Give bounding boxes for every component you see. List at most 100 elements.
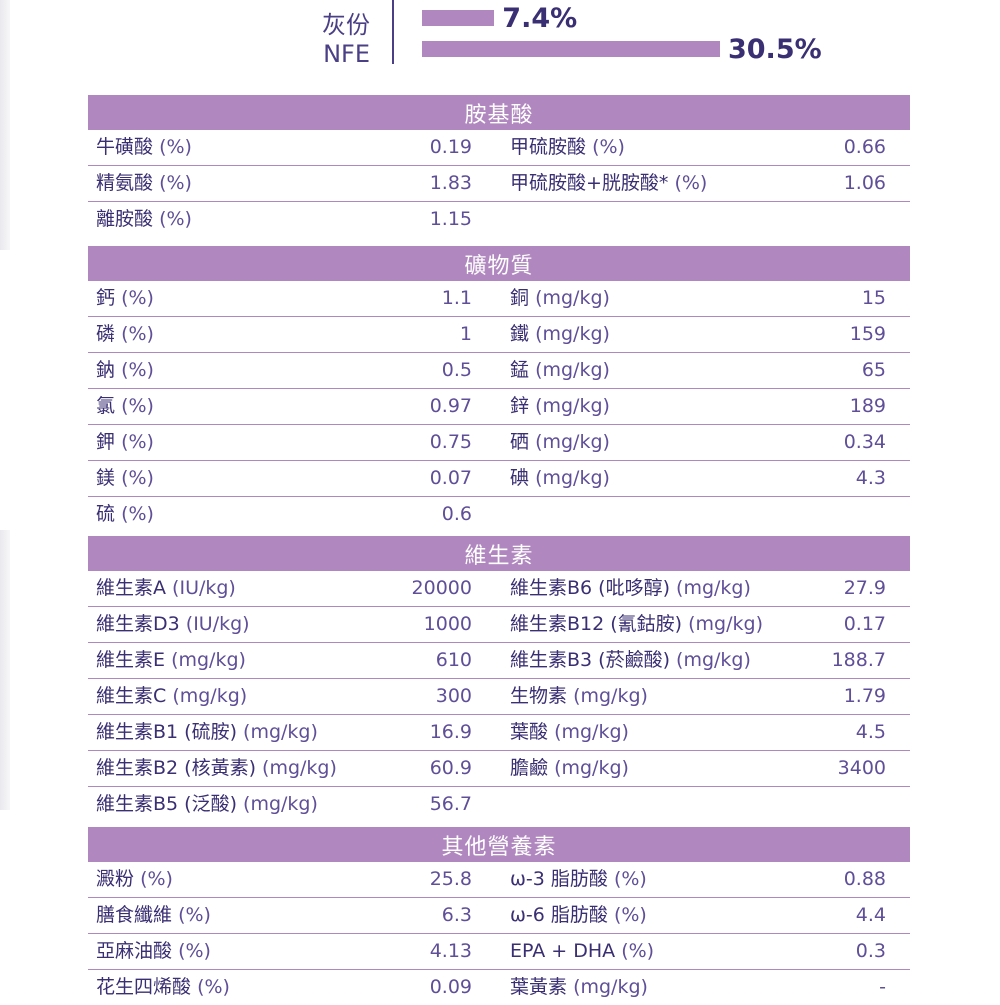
nutrient-value: 0.34 <box>843 431 886 453</box>
nutrient-name: 鉀 <box>96 431 116 453</box>
nutrient-value: 1.06 <box>843 172 886 194</box>
nutrient-unit: (mg/kg) <box>688 613 763 635</box>
nutrient-value: 0.17 <box>843 613 886 635</box>
nutrient-name: 維生素C <box>96 685 167 707</box>
nutrient-value: 1.15 <box>429 208 472 230</box>
table-row: 鈣 (%) 1.1 銅 (mg/kg) 15 <box>88 281 910 317</box>
nutrient-name: 離胺酸 <box>96 208 154 230</box>
nutrient-name: 葉黃素 <box>510 976 568 998</box>
table-row: 維生素B5 (泛酸) (mg/kg) 56.7 <box>88 787 910 822</box>
nutrient-unit: (IU/kg) <box>185 613 250 635</box>
nutrient-name: 甲硫胺酸+胱胺酸* <box>510 172 669 194</box>
nutrient-unit: (mg/kg) <box>535 467 610 489</box>
nutrient-unit: (%) <box>121 395 154 417</box>
nutrient-unit: (mg/kg) <box>573 685 648 707</box>
nutrient-value: 0.07 <box>429 467 472 489</box>
section-title: 胺基酸 <box>88 95 910 130</box>
nutrient-name: 氯 <box>96 395 116 417</box>
nutrient-value: 0.09 <box>429 976 472 998</box>
table-row: 維生素A (IU/kg) 20000 維生素B6 (吡哆醇) (mg/kg) 2… <box>88 571 910 607</box>
nutrient-value: 300 <box>435 685 472 707</box>
nutrient-unit: (%) <box>674 172 708 194</box>
nutrient-value: 4.3 <box>855 467 886 489</box>
table-row: 鈉 (%) 0.5 錳 (mg/kg) 65 <box>88 353 910 389</box>
nutrient-value: 0.75 <box>429 431 472 453</box>
section-title: 其他營養素 <box>88 827 910 862</box>
nutrient-name: 硫 <box>96 503 116 525</box>
nutrient-name: 膳食纖維 <box>96 904 173 926</box>
nutrient-value: 1 <box>459 323 472 345</box>
nutrient-unit: (mg/kg) <box>676 649 751 671</box>
table-row: 精氨酸 (%) 1.83 甲硫胺酸+胱胺酸* (%) 1.06 <box>88 166 910 202</box>
nutrient-unit: (%) <box>121 431 154 453</box>
nutrient-value: 610 <box>435 649 472 671</box>
nutrient-unit: (%) <box>121 503 154 525</box>
nutrient-unit: (%) <box>159 172 192 194</box>
nutrient-value: 4.5 <box>855 721 886 743</box>
nutrient-name: 膽鹼 <box>510 757 549 779</box>
bar-divider <box>392 0 394 64</box>
nfe-label: NFE <box>323 40 370 68</box>
nutrient-unit: (mg/kg) <box>535 395 610 417</box>
nutrient-unit: (%) <box>140 868 173 890</box>
nutrient-unit: (%) <box>621 940 655 962</box>
other-nutrients-section: 其他營養素 澱粉 (%) 25.8 ω-3 脂肪酸 (%) 0.88 膳食纖維 … <box>88 827 910 1005</box>
nutrient-name: 維生素A <box>96 577 166 599</box>
nutrient-name: 鎂 <box>96 467 116 489</box>
nutrient-name: 精氨酸 <box>96 172 154 194</box>
nutrient-name: 鈣 <box>96 287 116 309</box>
ash-bar <box>422 10 495 26</box>
ash-value: 7.4% <box>502 3 578 34</box>
nutrient-unit: (mg/kg) <box>535 359 610 381</box>
nutrient-value: 6.3 <box>441 904 472 926</box>
nutrient-value: 0.6 <box>441 503 472 525</box>
nutrient-value: 1.1 <box>441 287 472 309</box>
nutrient-value: 0.88 <box>843 868 886 890</box>
ash-label: 灰份 <box>322 11 370 39</box>
nutrient-name: 鋅 <box>510 395 530 417</box>
nutrient-name: 維生素B1 (硫胺) <box>96 721 237 743</box>
nutrient-name: 硒 <box>510 431 530 453</box>
table-row: 維生素B1 (硫胺) (mg/kg) 16.9 葉酸 (mg/kg) 4.5 <box>88 715 910 751</box>
nutrient-name: EPA + DHA <box>510 940 616 962</box>
nutrient-name: 維生素B5 (泛酸) <box>96 793 237 815</box>
nutrient-value: 3400 <box>837 757 886 779</box>
nutrient-value: - <box>879 976 886 998</box>
nutrient-unit: (%) <box>121 467 154 489</box>
nutrient-unit: (mg/kg) <box>172 685 248 707</box>
vitamins-section: 維生素 維生素A (IU/kg) 20000 維生素B6 (吡哆醇) (mg/k… <box>88 536 910 822</box>
nfe-value: 30.5% <box>727 34 822 65</box>
section-title: 礦物質 <box>88 246 910 281</box>
nutrient-unit: (mg/kg) <box>554 721 629 743</box>
nutrient-value: 188.7 <box>831 649 886 671</box>
table-row: 維生素C (mg/kg) 300 生物素 (mg/kg) 1.79 <box>88 679 910 715</box>
nutrient-value: 0.3 <box>855 940 886 962</box>
table-row: 鉀 (%) 0.75 硒 (mg/kg) 0.34 <box>88 425 910 461</box>
nutrient-value: 159 <box>849 323 886 345</box>
nutrient-name: 亞麻油酸 <box>96 940 173 962</box>
nutrient-unit: (%) <box>121 359 154 381</box>
table-row: 澱粉 (%) 25.8 ω-3 脂肪酸 (%) 0.88 <box>88 862 910 898</box>
minerals-section: 礦物質 鈣 (%) 1.1 銅 (mg/kg) 15 磷 (%) 1 鐵 (mg… <box>88 246 910 532</box>
nutrient-name: 維生素B3 (菸鹼酸) <box>510 649 670 671</box>
nutrient-unit: (%) <box>197 976 230 998</box>
side-band-bottom <box>0 530 10 810</box>
nutrient-name: 甲硫胺酸 <box>510 136 587 158</box>
nutrient-value: 16.9 <box>429 721 472 743</box>
nutrient-name: 澱粉 <box>96 868 135 890</box>
nutrient-unit: (%) <box>592 136 625 158</box>
nutrient-value: 4.13 <box>429 940 472 962</box>
nutrient-unit: (%) <box>613 868 647 890</box>
nutrient-value: 60.9 <box>429 757 472 779</box>
nutrient-name: 維生素B6 (吡哆醇) <box>510 577 670 599</box>
nutrient-value: 4.4 <box>855 904 886 926</box>
table-row: 離胺酸 (%) 1.15 <box>88 202 910 237</box>
table-row: 磷 (%) 1 鐵 (mg/kg) 159 <box>88 317 910 353</box>
nutrient-name: ω-6 脂肪酸 <box>510 904 608 926</box>
nutrient-value: 25.8 <box>429 868 472 890</box>
nutrient-name: 鈉 <box>96 359 116 381</box>
nutrient-unit: (mg/kg) <box>554 757 629 779</box>
nutrient-unit: (mg/kg) <box>535 431 610 453</box>
nutrient-value: 0.19 <box>429 136 472 158</box>
nutrient-name: 錳 <box>510 359 530 381</box>
